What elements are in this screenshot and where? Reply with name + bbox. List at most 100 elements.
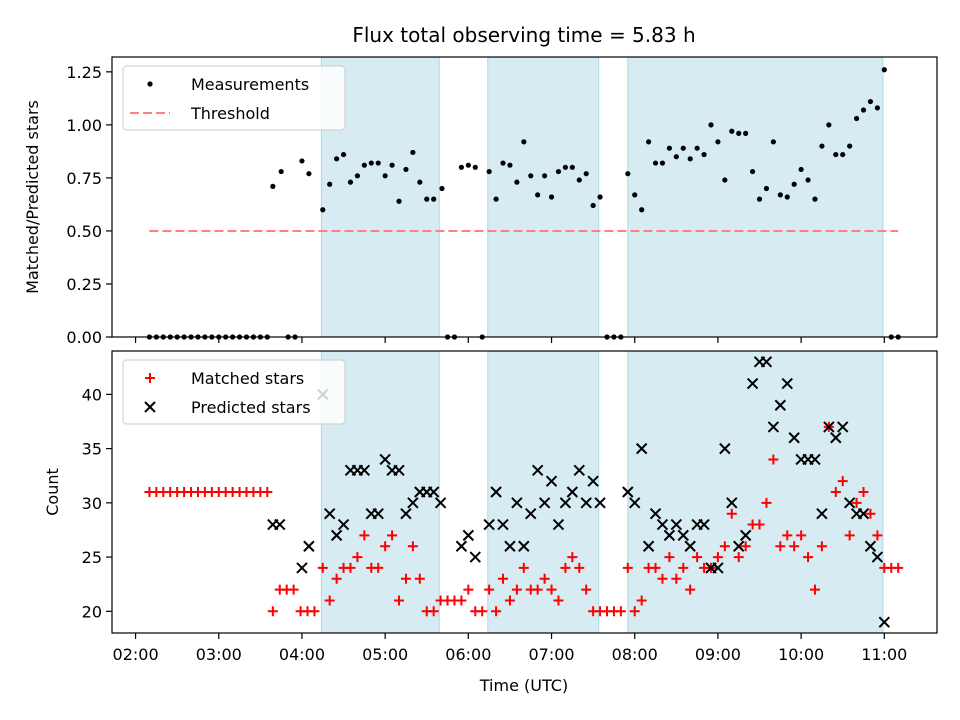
- data-point-0-0-69: [632, 192, 638, 198]
- data-point-1-0-74: [657, 573, 668, 584]
- data-point-0-0-45: [465, 162, 471, 168]
- axes-frame-1: [111, 350, 938, 634]
- data-point-1-0-41: [428, 606, 439, 617]
- data-point-1-1-41: [594, 497, 606, 509]
- data-point-1-1-35: [552, 518, 565, 531]
- data-point-1-1-27: [497, 518, 509, 531]
- data-point-0-0-40: [431, 196, 437, 202]
- y-tick-label-0-5: 1.25: [66, 63, 102, 82]
- data-point-1-0-48: [477, 606, 488, 617]
- data-point-1-1-48: [663, 529, 676, 542]
- data-point-1-0-49: [484, 584, 495, 595]
- data-point-1-0-38: [407, 541, 418, 552]
- data-point-1-1-79: [878, 616, 891, 628]
- y-tick-label-0-3: 0.75: [66, 169, 102, 188]
- data-point-0-0-77: [687, 156, 693, 162]
- x-tick-label-9: 11:00: [861, 645, 907, 664]
- data-point-1-0-85: [733, 552, 744, 563]
- data-point-0-0-49: [493, 196, 499, 202]
- data-point-1-0-97: [816, 541, 827, 552]
- data-point-0-0-82: [722, 177, 728, 183]
- data-point-1-1-1: [274, 518, 286, 531]
- data-point-1-1-12: [372, 507, 384, 520]
- data-point-1-0-92: [782, 530, 793, 541]
- y-tick-label-0-1: 0.25: [66, 275, 102, 294]
- data-point-1-1-25: [483, 518, 495, 531]
- data-point-0-0-58: [555, 168, 562, 175]
- data-point-0-0-60: [569, 164, 575, 170]
- shaded-interval-2: [627, 56, 884, 338]
- data-point-1-1-70: [816, 507, 828, 520]
- legend-1: Matched stars Predicted stars: [122, 359, 346, 425]
- data-point-0-0-62: [583, 171, 589, 177]
- data-point-1-1-57: [726, 497, 738, 509]
- data-point-1-1-3: [303, 540, 315, 552]
- data-point-1-0-79: [692, 552, 703, 563]
- data-point-0-0-26: [334, 156, 340, 162]
- data-point-0-0-59: [562, 164, 569, 170]
- data-point-1-0-105: [872, 530, 883, 541]
- data-point-0-0-37: [410, 149, 416, 156]
- data-point-1-0-34: [380, 541, 391, 552]
- data-point-1-0-58: [546, 584, 557, 595]
- data-point-1-1-53: [698, 518, 710, 531]
- data-point-1-0-33: [373, 562, 384, 573]
- data-point-1-1-65: [781, 377, 793, 390]
- data-point-1-0-29: [345, 562, 356, 573]
- data-point-0-0-50: [500, 160, 506, 166]
- data-point-1-0-93: [789, 541, 800, 552]
- data-point-1-0-99: [830, 487, 841, 497]
- data-point-1-1-6: [330, 529, 343, 542]
- data-point-1-1-28: [504, 540, 516, 552]
- data-point-0-0-33: [382, 173, 388, 179]
- data-point-0-0-76: [680, 145, 686, 151]
- series-predicted-stars: [267, 356, 891, 628]
- data-point-1-0-52: [504, 595, 515, 606]
- data-point-0-0-94: [805, 177, 811, 183]
- data-point-1-1-39: [580, 497, 592, 509]
- data-point-0-0-34: [389, 162, 395, 168]
- data-point-0-0-54: [528, 173, 534, 179]
- data-point-1-0-39: [414, 573, 425, 584]
- x-tick-label-2: 04:00: [279, 645, 325, 664]
- data-point-1-1-16: [400, 507, 412, 520]
- data-point-0-0-28: [347, 179, 354, 185]
- data-point-1-1-56: [719, 442, 731, 455]
- data-point-1-1-51: [684, 540, 696, 552]
- data-point-0-0-64: [597, 194, 603, 200]
- data-point-1-1-46: [649, 507, 662, 520]
- data-point-0-0-74: [666, 145, 672, 151]
- x-tick-label-1: 03:00: [196, 645, 242, 664]
- data-point-1-0-60: [560, 562, 571, 573]
- data-point-1-1-69: [809, 453, 821, 466]
- data-point-1-1-23: [462, 529, 475, 542]
- data-point-0-0-70: [639, 207, 645, 213]
- data-point-1-0-102: [851, 497, 862, 508]
- data-point-0-0-29: [354, 173, 361, 179]
- y-tick-label-1-3: 35: [82, 440, 102, 459]
- data-point-0-0-57: [548, 194, 555, 200]
- data-point-0-0-75: [673, 154, 679, 160]
- data-point-0-0-31: [368, 160, 374, 166]
- legend-label-0-1: Threshold: [190, 104, 270, 123]
- data-point-1-1-31: [525, 507, 537, 520]
- data-point-1-0-59: [553, 595, 564, 606]
- data-point-1-1-64: [774, 399, 787, 411]
- x-axis-label: Time (UTC): [479, 676, 568, 695]
- data-point-0-0-88: [763, 185, 770, 192]
- data-point-0-0-18: [270, 183, 276, 189]
- data-point-1-1-20: [427, 486, 440, 498]
- y-axis-label-bottom: Count: [43, 468, 62, 516]
- data-point-1-0-71: [636, 595, 647, 606]
- data-point-1-0-35: [387, 530, 398, 541]
- data-point-0-0-89: [770, 139, 776, 145]
- data-point-1-1-77: [864, 540, 877, 552]
- legend-key-1-0: [145, 373, 155, 383]
- data-point-1-0-108: [893, 562, 904, 573]
- data-point-0-0-95: [812, 196, 818, 202]
- data-point-1-1-29: [511, 497, 523, 509]
- data-point-1-0-83: [719, 541, 730, 552]
- data-point-1-0-18: [267, 606, 278, 617]
- data-point-1-0-86: [740, 541, 751, 552]
- data-point-1-1-43: [629, 497, 641, 509]
